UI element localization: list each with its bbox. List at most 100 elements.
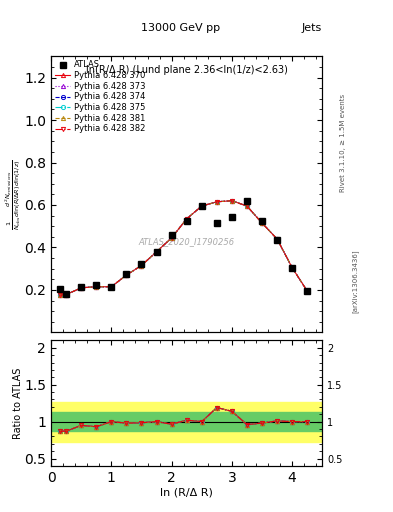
Pythia 6.428 370 — [230, 198, 234, 204]
Pythia 6.428 381 — [79, 285, 84, 291]
Pythia 6.428 370 — [64, 291, 68, 297]
Pythia 6.428 382 — [290, 265, 294, 271]
Pythia 6.428 382 — [260, 220, 264, 226]
Pythia 6.428 382 — [79, 285, 84, 291]
ATLAS — [64, 290, 68, 296]
Pythia 6.428 375 — [139, 263, 144, 269]
Pythia 6.428 374 — [290, 265, 294, 271]
Pythia 6.428 375 — [94, 284, 99, 290]
Pythia 6.428 382 — [58, 292, 62, 298]
Line: ATLAS: ATLAS — [57, 198, 310, 296]
Pythia 6.428 370 — [58, 292, 62, 298]
Pythia 6.428 381 — [109, 284, 114, 290]
ATLAS — [154, 249, 159, 255]
Pythia 6.428 370 — [290, 265, 294, 271]
Pythia 6.428 373 — [184, 216, 189, 222]
Pythia 6.428 382 — [305, 288, 310, 294]
ATLAS — [290, 265, 294, 271]
Pythia 6.428 381 — [169, 235, 174, 241]
Pythia 6.428 375 — [305, 288, 310, 294]
Text: [arXiv:1306.3436]: [arXiv:1306.3436] — [352, 250, 358, 313]
Pythia 6.428 381 — [244, 203, 249, 209]
Line: Pythia 6.428 373: Pythia 6.428 373 — [58, 199, 309, 297]
Pythia 6.428 374 — [154, 249, 159, 255]
Pythia 6.428 373 — [154, 249, 159, 255]
Pythia 6.428 382 — [199, 203, 204, 209]
Line: Pythia 6.428 381: Pythia 6.428 381 — [58, 199, 309, 297]
Pythia 6.428 375 — [244, 203, 249, 209]
Pythia 6.428 373 — [290, 265, 294, 271]
ATLAS — [58, 286, 62, 292]
Pythia 6.428 375 — [64, 291, 68, 297]
Pythia 6.428 374 — [94, 284, 99, 290]
ATLAS — [169, 231, 174, 238]
Pythia 6.428 382 — [275, 236, 279, 242]
Pythia 6.428 370 — [305, 288, 310, 294]
Pythia 6.428 370 — [215, 199, 219, 205]
Pythia 6.428 370 — [124, 272, 129, 278]
Pythia 6.428 375 — [169, 235, 174, 241]
Pythia 6.428 373 — [305, 288, 310, 294]
Pythia 6.428 370 — [109, 284, 114, 290]
Pythia 6.428 382 — [124, 272, 129, 278]
Pythia 6.428 370 — [244, 203, 249, 209]
ATLAS — [94, 282, 99, 288]
Pythia 6.428 373 — [139, 263, 144, 269]
Text: 13000 GeV pp: 13000 GeV pp — [141, 23, 220, 33]
Pythia 6.428 374 — [79, 285, 84, 291]
Y-axis label: Ratio to ATLAS: Ratio to ATLAS — [13, 368, 23, 439]
Pythia 6.428 375 — [290, 265, 294, 271]
ATLAS — [230, 214, 234, 220]
Pythia 6.428 375 — [79, 285, 84, 291]
Pythia 6.428 374 — [199, 203, 204, 209]
Pythia 6.428 370 — [94, 284, 99, 290]
Pythia 6.428 375 — [124, 272, 129, 278]
Pythia 6.428 375 — [215, 199, 219, 205]
Pythia 6.428 374 — [244, 203, 249, 209]
Pythia 6.428 382 — [109, 284, 114, 290]
Legend: ATLAS, Pythia 6.428 370, Pythia 6.428 373, Pythia 6.428 374, Pythia 6.428 375, P: ATLAS, Pythia 6.428 370, Pythia 6.428 37… — [53, 59, 147, 135]
Pythia 6.428 381 — [215, 199, 219, 205]
ATLAS — [109, 284, 114, 290]
Pythia 6.428 382 — [184, 216, 189, 222]
Pythia 6.428 375 — [230, 198, 234, 204]
Pythia 6.428 381 — [139, 263, 144, 269]
Line: Pythia 6.428 375: Pythia 6.428 375 — [58, 199, 309, 297]
Pythia 6.428 370 — [260, 220, 264, 226]
Pythia 6.428 375 — [58, 292, 62, 298]
Text: ln(R/Δ R) (Lund plane 2.36<ln(1/z)<2.63): ln(R/Δ R) (Lund plane 2.36<ln(1/z)<2.63) — [86, 65, 288, 75]
X-axis label: ln (R/Δ R): ln (R/Δ R) — [160, 487, 213, 498]
Pythia 6.428 381 — [124, 272, 129, 278]
Pythia 6.428 370 — [79, 285, 84, 291]
ATLAS — [199, 203, 204, 209]
Pythia 6.428 373 — [64, 291, 68, 297]
Pythia 6.428 381 — [154, 249, 159, 255]
Pythia 6.428 374 — [184, 216, 189, 222]
Pythia 6.428 375 — [275, 236, 279, 242]
ATLAS — [139, 261, 144, 267]
ATLAS — [215, 220, 219, 226]
Pythia 6.428 382 — [139, 263, 144, 269]
Pythia 6.428 382 — [169, 235, 174, 241]
Pythia 6.428 370 — [169, 235, 174, 241]
Pythia 6.428 373 — [124, 272, 129, 278]
Pythia 6.428 381 — [260, 220, 264, 226]
Line: Pythia 6.428 370: Pythia 6.428 370 — [58, 199, 309, 297]
Pythia 6.428 381 — [64, 291, 68, 297]
Pythia 6.428 373 — [109, 284, 114, 290]
Pythia 6.428 374 — [305, 288, 310, 294]
Pythia 6.428 375 — [154, 249, 159, 255]
Pythia 6.428 373 — [79, 285, 84, 291]
ATLAS — [124, 271, 129, 277]
Pythia 6.428 381 — [184, 216, 189, 222]
Pythia 6.428 373 — [244, 203, 249, 209]
Pythia 6.428 374 — [260, 220, 264, 226]
Pythia 6.428 374 — [109, 284, 114, 290]
Pythia 6.428 382 — [230, 198, 234, 204]
Pythia 6.428 381 — [230, 198, 234, 204]
Pythia 6.428 374 — [64, 291, 68, 297]
Pythia 6.428 373 — [58, 292, 62, 298]
Pythia 6.428 370 — [154, 249, 159, 255]
Text: Jets: Jets — [302, 23, 322, 33]
ATLAS — [305, 288, 310, 294]
